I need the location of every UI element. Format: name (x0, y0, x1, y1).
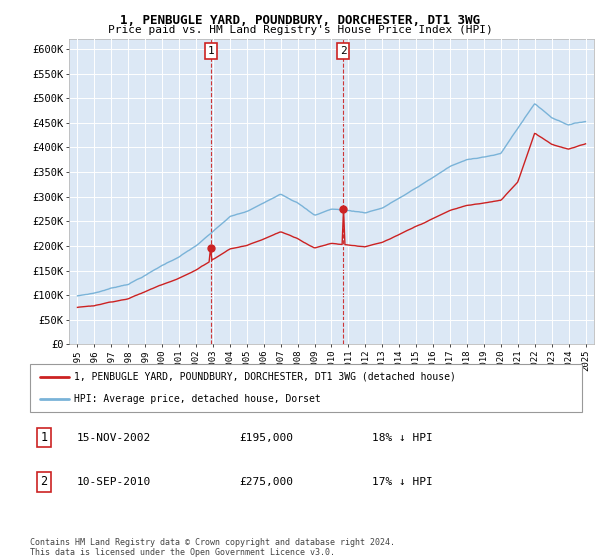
Text: 2: 2 (340, 46, 347, 56)
Text: 17% ↓ HPI: 17% ↓ HPI (372, 477, 433, 487)
Text: Contains HM Land Registry data © Crown copyright and database right 2024.
This d: Contains HM Land Registry data © Crown c… (30, 538, 395, 557)
Text: 10-SEP-2010: 10-SEP-2010 (77, 477, 151, 487)
Text: 15-NOV-2002: 15-NOV-2002 (77, 432, 151, 442)
Text: 1: 1 (208, 46, 214, 56)
Text: £275,000: £275,000 (240, 477, 294, 487)
FancyBboxPatch shape (30, 364, 582, 412)
Text: 1, PENBUGLE YARD, POUNDBURY, DORCHESTER, DT1 3WG: 1, PENBUGLE YARD, POUNDBURY, DORCHESTER,… (120, 14, 480, 27)
Text: 1, PENBUGLE YARD, POUNDBURY, DORCHESTER, DT1 3WG (detached house): 1, PENBUGLE YARD, POUNDBURY, DORCHESTER,… (74, 372, 456, 382)
Text: HPI: Average price, detached house, Dorset: HPI: Average price, detached house, Dors… (74, 394, 321, 404)
Text: 2: 2 (40, 475, 47, 488)
Text: 18% ↓ HPI: 18% ↓ HPI (372, 432, 433, 442)
Text: Price paid vs. HM Land Registry's House Price Index (HPI): Price paid vs. HM Land Registry's House … (107, 25, 493, 35)
Text: £195,000: £195,000 (240, 432, 294, 442)
Text: 1: 1 (40, 431, 47, 444)
